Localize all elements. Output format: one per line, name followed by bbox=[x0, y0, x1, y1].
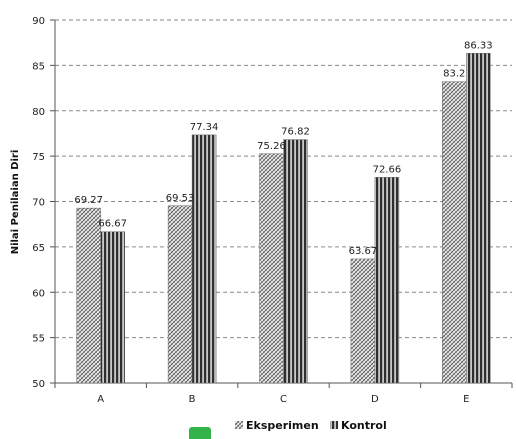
y-tick-label: 80 bbox=[32, 107, 45, 118]
legend-label-eksperimen: Eksperimen bbox=[246, 419, 319, 432]
bars bbox=[76, 53, 491, 384]
y-tick-label: 50 bbox=[32, 379, 45, 390]
y-axis-label: Nilai Penilaian Diri bbox=[10, 150, 21, 255]
y-tick-label: 70 bbox=[32, 198, 45, 209]
bar-eksperimen-a bbox=[76, 207, 101, 384]
data-label-eksperimen-e: 83.2 bbox=[443, 69, 465, 80]
grid-lines bbox=[50, 19, 512, 384]
x-tick-label-d: D bbox=[371, 394, 379, 405]
legend-swatch-kontrol bbox=[330, 421, 338, 429]
legend-swatch-eksperimen bbox=[235, 421, 243, 429]
data-labels: 69.27 66.67 69.53 77.34 75.26 76.82 63.67 72.66… bbox=[74, 40, 492, 257]
data-label-eksperimen-d: 63.67 bbox=[349, 246, 378, 257]
bar-kontrol-b bbox=[191, 134, 217, 384]
x-tick-label-e: E bbox=[463, 394, 469, 405]
x-tick-labels: A B C D E bbox=[97, 394, 469, 405]
x-tick-label-a: A bbox=[97, 394, 104, 405]
data-label-eksperimen-c: 75.26 bbox=[257, 141, 286, 152]
data-label-kontrol-e: 86.33 bbox=[464, 40, 493, 51]
x-tick-label-c: C bbox=[280, 394, 287, 405]
y-tick-label: 90 bbox=[32, 16, 45, 27]
bar-eksperimen-b bbox=[167, 205, 193, 384]
data-label-eksperimen-a: 69.27 bbox=[74, 195, 103, 206]
y-tick-label: 85 bbox=[32, 61, 45, 72]
data-label-kontrol-c: 76.82 bbox=[281, 127, 310, 138]
data-label-kontrol-a: 66.67 bbox=[98, 219, 127, 230]
legend: Eksperimen Kontrol bbox=[235, 419, 387, 432]
x-tick-label-b: B bbox=[189, 394, 196, 405]
y-tick-label: 55 bbox=[32, 334, 45, 345]
y-tick-label: 65 bbox=[32, 243, 45, 254]
y-tick-label: 60 bbox=[32, 288, 45, 299]
bar-kontrol-c bbox=[283, 139, 308, 384]
bar-eksperimen-c bbox=[259, 153, 284, 384]
data-label-eksperimen-b: 69.53 bbox=[166, 193, 195, 204]
bar-kontrol-d bbox=[374, 177, 400, 384]
data-label-kontrol-d: 72.66 bbox=[373, 164, 402, 175]
bar-kontrol-a bbox=[100, 231, 125, 384]
green-tab-decoration bbox=[189, 427, 211, 439]
legend-label-kontrol: Kontrol bbox=[341, 419, 387, 432]
bar-eksperimen-d bbox=[350, 258, 376, 384]
bar-kontrol-e bbox=[466, 53, 491, 384]
y-tick-labels: 50 55 60 65 70 75 80 85 90 bbox=[32, 16, 45, 390]
bar-eksperimen-e bbox=[442, 81, 467, 384]
data-label-kontrol-b: 77.34 bbox=[190, 122, 219, 133]
y-tick-label: 75 bbox=[32, 152, 45, 163]
